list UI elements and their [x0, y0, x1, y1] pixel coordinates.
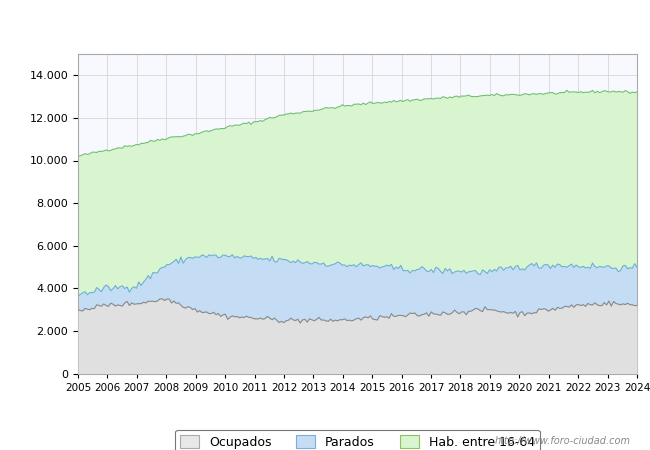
Text: La Unión - Evolucion de la poblacion en edad de Trabajar Mayo de 2024: La Unión - Evolucion de la poblacion en … — [51, 14, 599, 31]
Legend: Ocupados, Parados, Hab. entre 16-64: Ocupados, Parados, Hab. entre 16-64 — [176, 430, 540, 450]
Text: http://www.foro-ciudad.com: http://www.foro-ciudad.com — [495, 436, 630, 446]
